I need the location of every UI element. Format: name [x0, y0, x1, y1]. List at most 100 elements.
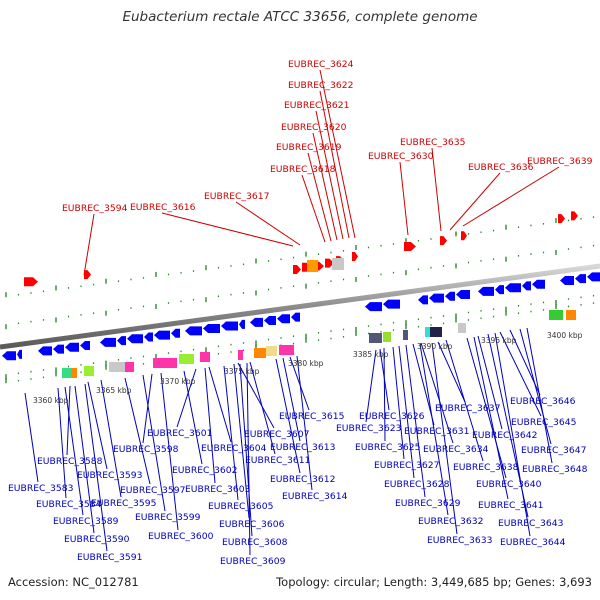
top-leader-line: [449, 172, 501, 231]
bottom-leader-line: [282, 357, 301, 442]
forward-gene-arrow: [84, 270, 91, 280]
bottom-gene-label: EUBREC_3589: [53, 516, 119, 527]
bottom-gene-label: EUBREC_3626: [359, 411, 425, 422]
bottom-leader-line: [246, 362, 251, 556]
feature-block: [383, 332, 391, 342]
reverse-gene-arrow: [522, 281, 531, 291]
genome-summary-text: Topology: circular; Length: 3,449,685 bp…: [276, 575, 592, 589]
bottom-gene-label: EUBREC_3606: [219, 519, 285, 530]
feature-block: [109, 362, 125, 372]
top-gene-label: EUBREC_3639: [527, 156, 593, 167]
top-gene-label: EUBREC_3619: [276, 142, 342, 153]
top-leader-line: [431, 147, 442, 232]
bottom-gene-label: EUBREC_3631: [404, 426, 469, 437]
reverse-gene-arrow: [456, 289, 470, 299]
bottom-gene-label: EUBREC_3599: [135, 512, 201, 523]
bottom-leader-line: [204, 367, 216, 484]
top-gene-label: EUBREC_3620: [281, 122, 347, 133]
reverse-gene-arrow: [65, 342, 79, 352]
bottom-gene-label: EUBREC_3583: [8, 483, 74, 494]
bottom-gene-label: EUBREC_3615: [279, 411, 345, 422]
kbp-label: 3385 kbp: [353, 350, 389, 359]
feature-block: [279, 345, 294, 355]
top-leader-line: [301, 174, 326, 243]
forward-gene-arrow: [461, 231, 467, 241]
forward-gene-arrow: [571, 211, 578, 221]
reverse-gene-arrow: [2, 351, 16, 361]
bottom-leader-line: [124, 377, 151, 485]
kbp-label: 3380 kbp: [288, 359, 324, 368]
bottom-gene-label: EUBREC_3612: [270, 474, 335, 485]
kbp-label: 3370 kbp: [160, 377, 196, 386]
bottom-leader-line: [420, 342, 454, 444]
feature-block: [62, 368, 71, 378]
bottom-gene-label: EUBREC_3634: [423, 444, 489, 455]
bottom-leader-line: [526, 327, 553, 464]
feature-block: [238, 350, 243, 360]
feature-block: [200, 352, 210, 362]
bottom-leader-line: [84, 383, 108, 552]
bottom-leader-line: [223, 365, 239, 501]
bottom-gene-label: EUBREC_3611: [245, 455, 310, 466]
bottom-gene-label: EUBREC_3604: [201, 443, 267, 454]
top-leader-line: [315, 110, 344, 240]
bottom-gene-label: EUBREC_3629: [395, 498, 461, 509]
reverse-gene-arrow: [117, 336, 126, 346]
bottom-gene-label: EUBREC_3628: [384, 479, 450, 490]
bottom-leader-line: [289, 356, 310, 411]
bottom-leader-line: [233, 363, 250, 519]
bottom-leader-line: [445, 339, 484, 462]
feature-block: [84, 366, 94, 376]
top-leader-line: [462, 166, 560, 227]
top-leader-line: [307, 152, 332, 242]
kbp-label: 3390 kbp: [417, 342, 453, 351]
feature-block: [153, 358, 177, 368]
top-gene-label: EUBREC_3636: [468, 162, 534, 173]
reverse-gene-arrow: [221, 321, 238, 331]
forward-gene-arrow: [404, 241, 416, 251]
bottom-leader-line: [208, 366, 232, 443]
feature-block: [332, 258, 344, 270]
top-leader-line: [312, 132, 338, 241]
kbp-label: 3365 kbp: [96, 386, 132, 395]
top-gene-label: EUBREC_3622: [288, 80, 353, 91]
feature-block: [266, 346, 277, 356]
bottom-gene-label: EUBREC_3647: [521, 445, 587, 456]
top-gene-label: EUBREC_3618: [270, 164, 336, 175]
top-gene-label: EUBREC_3616: [130, 202, 196, 213]
bottom-gene-label: EUBREC_3646: [510, 396, 576, 407]
bottom-leader-line: [100, 379, 122, 498]
top-gene-label: EUBREC_3630: [368, 151, 434, 162]
bottom-gene-label: EUBREC_3645: [511, 417, 577, 428]
bottom-gene-label: EUBREC_3601: [147, 428, 212, 439]
feature-block: [369, 333, 382, 343]
bottom-gene-label: EUBREC_3640: [476, 479, 542, 490]
bottom-gene-label: EUBREC_3602: [172, 465, 237, 476]
reverse-gene-arrow: [365, 302, 382, 312]
reverse-gene-arrow: [429, 293, 444, 303]
bottom-gene-label: EUBREC_3638: [453, 462, 519, 473]
bottom-leader-line: [494, 332, 531, 537]
reverse-gene-arrow: [277, 314, 290, 324]
bottom-gene-label: EUBREC_3641: [478, 500, 543, 511]
bottom-gene-label: EUBREC_3637: [435, 403, 501, 414]
bottom-leader-line: [142, 373, 153, 444]
bottom-leader-line: [466, 337, 507, 479]
bottom-gene-label: EUBREC_3605: [208, 501, 274, 512]
top-gene-label: EUBREC_3624: [288, 59, 354, 70]
reverse-gene-arrow: [575, 274, 586, 284]
top-gene-label: EUBREC_3594: [62, 203, 128, 214]
bottom-gene-label: EUBREC_3603: [185, 484, 251, 495]
bottom-gene-label: EUBREC_3632: [418, 516, 483, 527]
kbp-label: 3395 kbp: [481, 336, 517, 345]
feature-block: [549, 310, 563, 320]
bottom-leader-line: [74, 385, 95, 534]
reverse-gene-arrow: [532, 279, 545, 289]
reverse-gene-arrow: [100, 337, 116, 347]
bottom-gene-label: EUBREC_3584: [36, 499, 102, 510]
reverse-gene-arrow: [560, 275, 574, 285]
bottom-gene-label: EUBREC_3613: [270, 442, 336, 453]
bottom-gene-label: EUBREC_3627: [374, 460, 440, 471]
reverse-gene-arrow: [478, 286, 494, 296]
bottom-leader-line: [419, 343, 449, 516]
